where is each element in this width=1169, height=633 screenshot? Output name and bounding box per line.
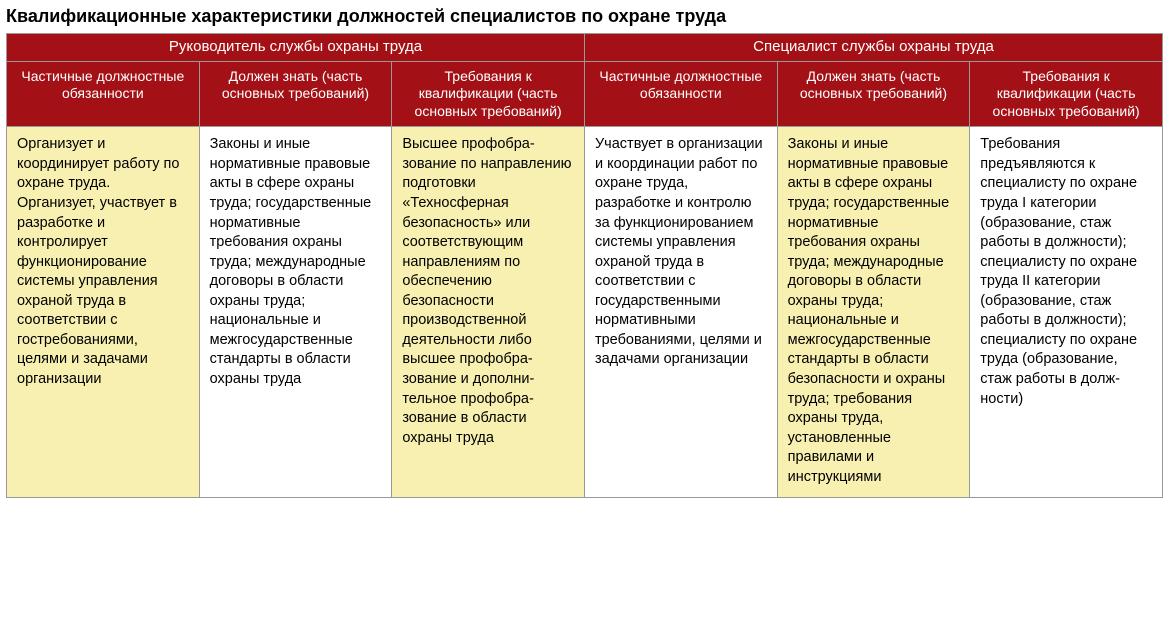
cell-4: Участвует в организации и координации ра… <box>584 127 777 498</box>
sub-header-row: Частичные должностные обязанности Должен… <box>7 61 1163 127</box>
col-header-3: Требования к квалификации (часть основны… <box>392 61 585 127</box>
cell-1: Организует и координирует работу по охра… <box>7 127 200 498</box>
group-header-specialist: Специалист службы охраны труда <box>584 34 1162 62</box>
table-row: Организует и координирует работу по охра… <box>7 127 1163 498</box>
col-header-2: Должен знать (часть основных требований) <box>199 61 392 127</box>
col-header-6: Требования к квалификации (часть основны… <box>970 61 1163 127</box>
group-header-row: Руководитель службы охраны труда Специал… <box>7 34 1163 62</box>
page-title: Квалификационные характеристики должност… <box>6 6 1163 27</box>
col-header-5: Должен знать (часть основных требований) <box>777 61 970 127</box>
cell-2: Законы и иные нормативные правовые акты … <box>199 127 392 498</box>
group-header-manager: Руководитель службы охраны труда <box>7 34 585 62</box>
qualification-table: Руководитель службы охраны труда Специал… <box>6 33 1163 498</box>
col-header-4: Частичные должностные обязанности <box>584 61 777 127</box>
cell-5: Законы и иные нормативные правовые акты … <box>777 127 970 498</box>
col-header-1: Частичные должностные обязанности <box>7 61 200 127</box>
cell-6: Требования предъявляются к специалисту п… <box>970 127 1163 498</box>
cell-3: Высшее профобра­зование по направ­лению … <box>392 127 585 498</box>
